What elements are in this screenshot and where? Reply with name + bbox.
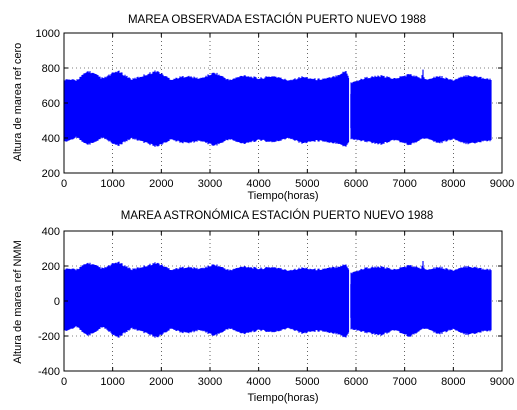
x-tick-label: 3000 — [198, 178, 222, 190]
y-tick-label: 800 — [42, 63, 60, 75]
x-tick-label: 0 — [61, 376, 67, 388]
y-tick-label: 200 — [42, 261, 60, 273]
x-tick-label: 6000 — [344, 376, 368, 388]
tick-marks — [63, 230, 503, 372]
x-tick-label: 2000 — [149, 376, 173, 388]
x-tick-label: 6000 — [344, 178, 368, 190]
tick-labels: 0 1000 2000 3000 4000 5000 6000 7000 8000 9000-40… — [38, 226, 514, 388]
x-axis-label: Tiempo(horas) — [247, 392, 318, 404]
x-tick-label: 8000 — [441, 178, 465, 190]
x-tick-label: 4000 — [246, 178, 270, 190]
x-tick-label: 1000 — [100, 376, 124, 388]
x-tick-label: 5000 — [295, 376, 319, 388]
astronomical-tide-chart: MAREA ASTRONÓMICA ESTACIÓN PUERTO NUEVO … — [12, 209, 514, 404]
tide-series-core — [64, 279, 490, 322]
observed-tide-chart: MAREA OBSERVADA ESTACIÓN PUERTO NUEVO 19… — [12, 13, 514, 202]
y-tick-label: -200 — [38, 331, 60, 343]
chart-title: MAREA ASTRONÓMICA ESTACIÓN PUERTO NUEVO … — [121, 209, 434, 222]
x-tick-label: 9000 — [490, 178, 514, 190]
y-tick-label: 600 — [42, 98, 60, 110]
x-axis-label: Tiempo(horas) — [247, 190, 318, 202]
tick-marks — [63, 32, 503, 174]
y-tick-label: 400 — [42, 133, 60, 145]
x-tick-label: 7000 — [392, 178, 416, 190]
y-tick-label: 1000 — [36, 28, 60, 40]
y-axis-label: Altura de marea ref cero — [12, 43, 24, 162]
x-tick-label: 3000 — [198, 376, 222, 388]
series — [63, 232, 492, 370]
x-tick-label: 4000 — [246, 376, 270, 388]
x-tick-label: 9000 — [490, 376, 514, 388]
x-tick-label: 7000 — [392, 376, 416, 388]
x-tick-label: 5000 — [295, 178, 319, 190]
tide-series-core — [64, 88, 490, 132]
y-tick-label: 200 — [42, 168, 60, 180]
y-tick-label: 0 — [54, 296, 60, 308]
chart-title: MAREA OBSERVADA ESTACIÓN PUERTO NUEVO 19… — [128, 13, 426, 26]
x-tick-label: 1000 — [100, 178, 124, 190]
x-tick-label: 2000 — [149, 178, 173, 190]
y-axis-label: Altura de marea ref NMM — [12, 240, 24, 363]
y-tick-label: -400 — [38, 366, 60, 378]
x-tick-label: 8000 — [441, 376, 465, 388]
y-tick-label: 400 — [42, 226, 60, 238]
x-tick-label: 0 — [61, 178, 67, 190]
tick-labels: 0 1000 2000 3000 4000 5000 6000 7000 8000 9000 200… — [36, 28, 515, 190]
